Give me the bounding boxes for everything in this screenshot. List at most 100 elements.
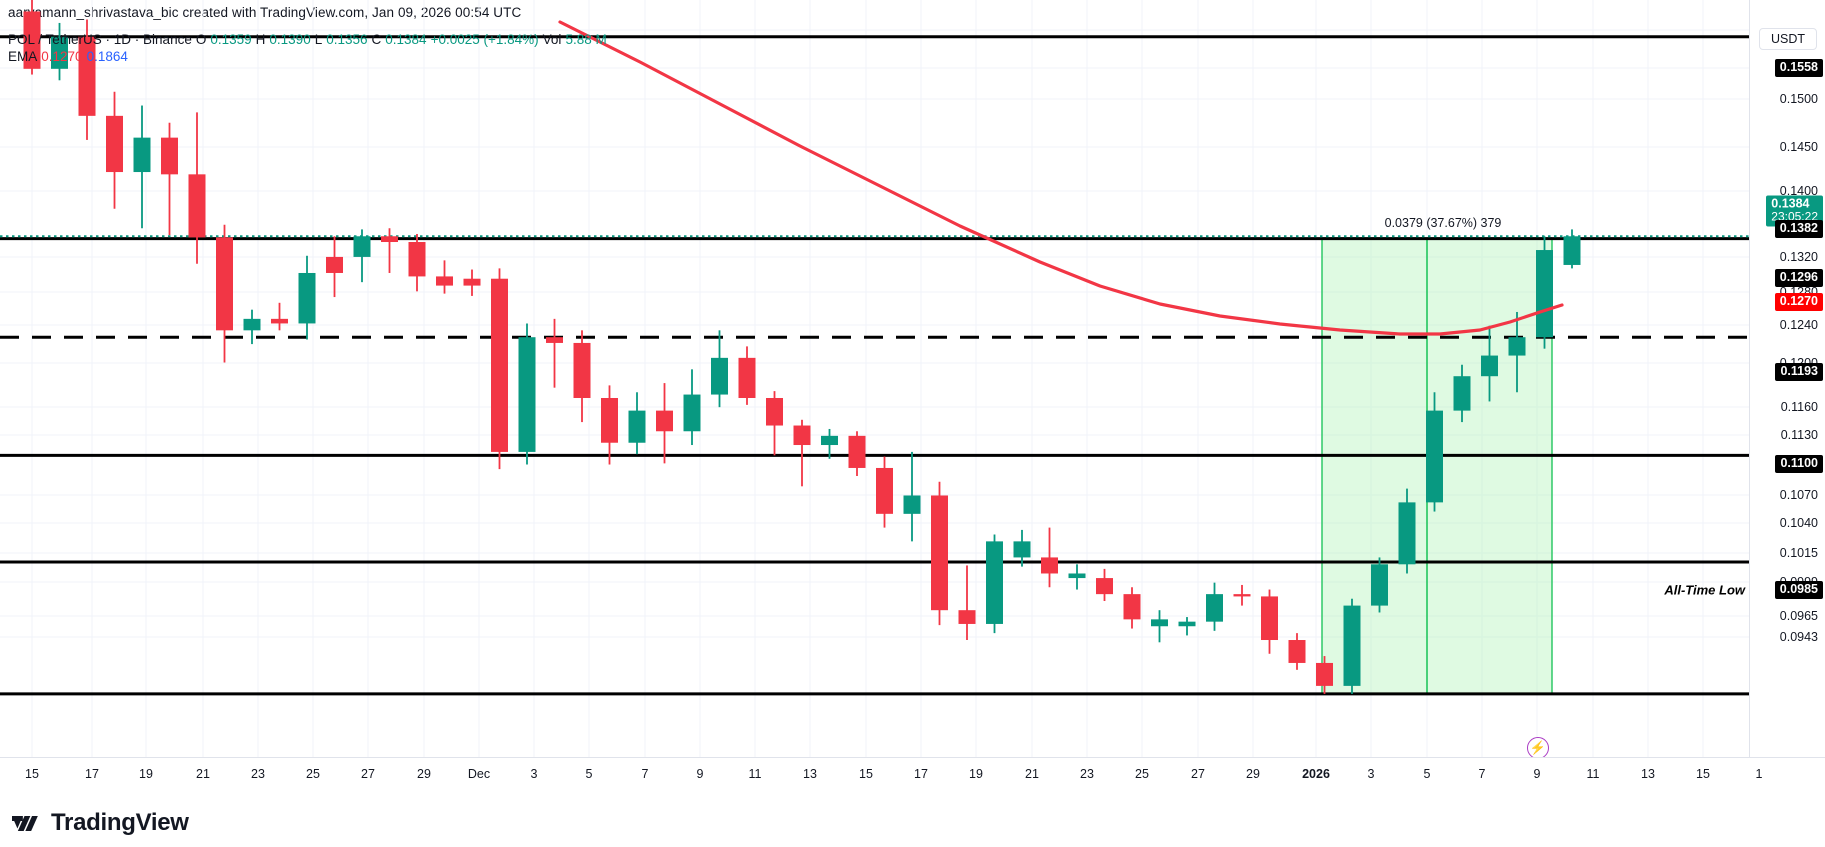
price-axis-badge[interactable]: 0.1270 bbox=[1774, 293, 1823, 311]
candle[interactable] bbox=[986, 534, 1003, 634]
candle[interactable] bbox=[1096, 568, 1113, 602]
candle[interactable] bbox=[381, 228, 398, 273]
candle[interactable] bbox=[738, 346, 756, 405]
candle[interactable] bbox=[1316, 656, 1333, 694]
candle[interactable] bbox=[573, 330, 591, 423]
candle[interactable] bbox=[491, 268, 508, 470]
price-axis-tick: 0.1500 bbox=[1779, 92, 1818, 106]
legend-symbol[interactable]: POL / TetherUS · 1D · Binance bbox=[8, 32, 192, 47]
candle[interactable] bbox=[408, 233, 426, 292]
candle[interactable] bbox=[1013, 529, 1031, 567]
candle[interactable] bbox=[1371, 557, 1388, 613]
candle[interactable] bbox=[1041, 527, 1058, 588]
candle[interactable] bbox=[1426, 392, 1443, 512]
tradingview-logo[interactable]: TradingView bbox=[12, 809, 189, 837]
time-axis-tick: 3 bbox=[1367, 767, 1375, 781]
lightning-bolt-icon[interactable]: ⚡ bbox=[1527, 737, 1549, 759]
candle[interactable] bbox=[133, 105, 151, 229]
candle-body bbox=[656, 410, 673, 432]
candle[interactable] bbox=[188, 112, 206, 264]
price-axis-badge[interactable]: 0.1558 bbox=[1774, 59, 1823, 77]
candle[interactable] bbox=[1206, 582, 1223, 631]
price-axis-badge[interactable]: 0.1193 bbox=[1775, 363, 1823, 381]
price-axis-badge[interactable]: 0.0985 bbox=[1774, 581, 1823, 599]
candle[interactable] bbox=[1453, 364, 1471, 423]
candle-body bbox=[161, 137, 178, 175]
time-axis-tick: 27 bbox=[1191, 767, 1205, 781]
legend-ema-label[interactable]: EMA bbox=[8, 49, 38, 64]
candle[interactable] bbox=[1563, 229, 1581, 269]
candle[interactable] bbox=[931, 481, 948, 626]
candle[interactable] bbox=[243, 309, 261, 345]
price-axis-badge[interactable]: 0.1296 bbox=[1774, 269, 1823, 287]
price-axis-tick: 0.1240 bbox=[1779, 318, 1818, 332]
measurement-annotation-label: 0.0379 (37.67%) 379 bbox=[1384, 216, 1502, 230]
chart-plot-area[interactable] bbox=[0, 0, 1749, 757]
candle[interactable] bbox=[601, 385, 618, 465]
candle-body bbox=[1096, 578, 1113, 595]
candle-body bbox=[216, 237, 233, 331]
candle[interactable] bbox=[463, 269, 481, 296]
candle[interactable] bbox=[271, 302, 288, 331]
candle-body bbox=[518, 337, 536, 452]
candle[interactable] bbox=[793, 419, 811, 487]
candle[interactable] bbox=[1151, 610, 1168, 643]
candle[interactable] bbox=[958, 565, 976, 641]
candle-body bbox=[271, 318, 288, 324]
ema-line-slow bbox=[558, 20, 1564, 336]
legend-open-value: 0.1359 bbox=[210, 32, 252, 47]
candle[interactable] bbox=[628, 392, 646, 455]
candle[interactable] bbox=[216, 224, 233, 363]
candle[interactable] bbox=[106, 91, 123, 209]
candle-body bbox=[326, 256, 343, 273]
candle[interactable] bbox=[1343, 598, 1361, 694]
time-axis-tick: 13 bbox=[1641, 767, 1655, 781]
time-axis-tick: 15 bbox=[859, 767, 873, 781]
time-axis-tick: 9 bbox=[1533, 767, 1541, 781]
price-axis-tick: 0.1130 bbox=[1780, 428, 1818, 442]
candle[interactable] bbox=[1481, 325, 1498, 402]
candle[interactable] bbox=[1123, 587, 1141, 629]
currency-pill[interactable]: USDT bbox=[1758, 28, 1817, 50]
candle[interactable] bbox=[821, 428, 838, 459]
candle[interactable] bbox=[766, 391, 783, 456]
price-axis-badge[interactable]: 0.1100 bbox=[1775, 455, 1823, 473]
candle-body bbox=[78, 36, 96, 116]
price-axis-tick: 0.0965 bbox=[1779, 609, 1818, 623]
candle[interactable] bbox=[1178, 617, 1196, 636]
candle[interactable] bbox=[656, 383, 673, 464]
candle[interactable] bbox=[711, 330, 728, 408]
time-axis-tick: 15 bbox=[25, 767, 39, 781]
time-axis-tick: 2026 bbox=[1302, 767, 1330, 781]
candle[interactable] bbox=[298, 255, 316, 340]
candle[interactable] bbox=[161, 122, 178, 236]
candle[interactable] bbox=[326, 236, 343, 298]
candle[interactable] bbox=[1398, 488, 1416, 574]
candle[interactable] bbox=[683, 369, 701, 446]
candle[interactable] bbox=[1288, 633, 1306, 670]
price-axis[interactable]: USDT 0.1500 0.1450 0.1400 0.1320 0.1280 0.124… bbox=[1749, 0, 1825, 757]
candle[interactable] bbox=[1261, 589, 1278, 654]
candle[interactable] bbox=[436, 260, 453, 294]
candle[interactable] bbox=[1068, 564, 1086, 590]
candle[interactable] bbox=[546, 318, 563, 388]
candle[interactable] bbox=[876, 456, 893, 528]
time-axis-tick: 27 bbox=[361, 767, 375, 781]
time-axis[interactable]: 15 17 19 21 23 25 27 29 Dec 3 5 7 9 11 13 15 17 19 21 23 25 2… bbox=[0, 757, 1825, 799]
candle-body bbox=[1151, 619, 1168, 627]
chart-canvas[interactable] bbox=[0, 0, 1749, 757]
candle[interactable] bbox=[518, 323, 536, 465]
tradingview-mark-icon bbox=[12, 815, 38, 831]
price-axis-badge[interactable]: 0.1382 bbox=[1774, 220, 1823, 238]
candle[interactable] bbox=[1233, 584, 1251, 606]
candle[interactable] bbox=[848, 431, 866, 476]
candle[interactable] bbox=[1508, 311, 1526, 393]
price-axis-tick: 0.1070 bbox=[1779, 488, 1818, 502]
candle[interactable] bbox=[51, 22, 68, 81]
time-axis-tick: 5 bbox=[585, 767, 593, 781]
candle[interactable] bbox=[903, 451, 921, 542]
candle[interactable] bbox=[353, 229, 371, 283]
candle[interactable] bbox=[23, 0, 41, 75]
candle[interactable] bbox=[78, 19, 96, 140]
candle[interactable] bbox=[1536, 236, 1553, 349]
